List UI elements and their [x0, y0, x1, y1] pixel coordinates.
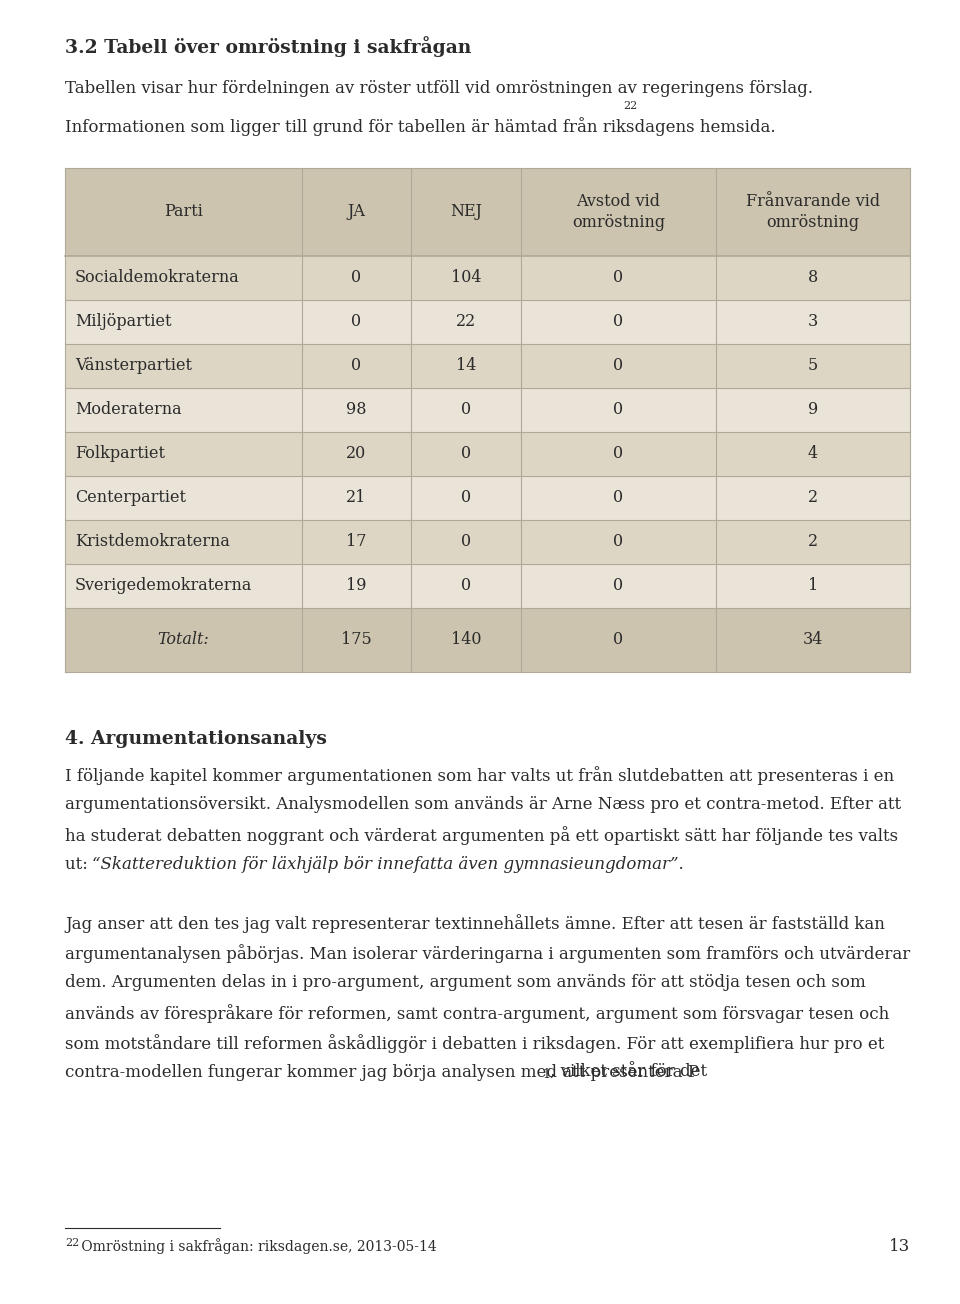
Text: Folkpartiet: Folkpartiet	[75, 446, 165, 463]
Text: Jag anser att den tes jag valt representerar textinnehållets ämne. Efter att tes: Jag anser att den tes jag valt represent…	[65, 914, 885, 932]
Text: 0: 0	[351, 270, 362, 287]
Text: Centerpartiet: Centerpartiet	[75, 489, 186, 506]
Text: 0: 0	[462, 446, 471, 463]
Text: argumentationsöversikt. Analysmodellen som används är Arne Næss pro et contra-me: argumentationsöversikt. Analysmodellen s…	[65, 795, 901, 812]
Text: Miljöpartiet: Miljöpartiet	[75, 313, 172, 330]
Text: ut:: ut:	[65, 855, 93, 872]
Text: 0: 0	[462, 489, 471, 506]
Text: ha studerat debatten noggrant och värderat argumenten på ett opartiskt sätt har : ha studerat debatten noggrant och värder…	[65, 825, 899, 845]
Text: 22: 22	[623, 100, 637, 111]
Text: 13: 13	[889, 1237, 910, 1254]
Text: 5: 5	[807, 357, 818, 374]
Text: 22: 22	[456, 313, 476, 330]
Text: 2: 2	[807, 533, 818, 550]
Text: NEJ: NEJ	[450, 203, 482, 220]
Text: 140: 140	[451, 631, 482, 648]
Bar	[65, 389, 910, 432]
Text: 0: 0	[613, 357, 624, 374]
Text: 0: 0	[613, 489, 624, 506]
Text: Vänsterpartiet: Vänsterpartiet	[75, 357, 192, 374]
Text: contra-modellen fungerar kommer jag börja analysen med att presentera P: contra-modellen fungerar kommer jag börj…	[65, 1064, 699, 1081]
Text: dem. Argumenten delas in i pro-argument, argument som används för att stödja tes: dem. Argumenten delas in i pro-argument,…	[65, 974, 866, 991]
Bar	[65, 432, 910, 476]
Text: 34: 34	[803, 631, 823, 648]
Text: Moderaterna: Moderaterna	[75, 402, 181, 419]
Text: JA: JA	[348, 203, 366, 220]
Text: Tabellen visar hur fördelningen av röster utföll vid omröstningen av regeringens: Tabellen visar hur fördelningen av röste…	[65, 80, 813, 96]
Text: 175: 175	[341, 631, 372, 648]
Text: 0: 0	[613, 578, 624, 595]
Text: 4: 4	[807, 446, 818, 463]
Bar	[65, 344, 910, 389]
Bar	[65, 476, 910, 520]
Text: 14: 14	[456, 357, 476, 374]
Text: 0: 0	[351, 313, 362, 330]
Text: 3: 3	[807, 313, 818, 330]
Text: 0: 0	[613, 533, 624, 550]
Text: 0: 0	[351, 357, 362, 374]
Text: 2: 2	[807, 489, 818, 506]
Bar	[65, 565, 910, 608]
Text: Frånvarande vid
omröstning: Frånvarande vid omröstning	[746, 193, 880, 231]
Text: 20: 20	[347, 446, 367, 463]
Bar	[65, 168, 910, 256]
Text: 3.2 Tabell över omröstning i sakfrågan: 3.2 Tabell över omröstning i sakfrågan	[65, 37, 471, 57]
Text: 8: 8	[807, 270, 818, 287]
Text: 0: 0	[613, 270, 624, 287]
Text: Parti: Parti	[164, 203, 203, 220]
Text: 0: 0	[613, 402, 624, 419]
Text: 4. Argumentationsanalys: 4. Argumentationsanalys	[65, 730, 326, 748]
Text: 0: 0	[613, 313, 624, 330]
Text: Sverigedemokraterna: Sverigedemokraterna	[75, 578, 252, 595]
Text: 21: 21	[347, 489, 367, 506]
Text: 0: 0	[462, 578, 471, 595]
Text: som motståndare till reformen åskådliggör i debatten i riksdagen. För att exempl: som motståndare till reformen åskådliggö…	[65, 1034, 884, 1052]
Text: 0: 0	[462, 402, 471, 419]
Text: 0: 0	[613, 446, 624, 463]
Text: Informationen som ligger till grund för tabellen är hämtad från riksdagens hemsi: Informationen som ligger till grund för …	[65, 117, 776, 136]
Text: 104: 104	[451, 270, 482, 287]
Text: “Skattereduktion för läxhjälp bör innefatta även gymnasieungdomar”.: “Skattereduktion för läxhjälp bör innefa…	[92, 855, 684, 872]
Text: I följande kapitel kommer argumentationen som har valts ut från slutdebatten att: I följande kapitel kommer argumentatione…	[65, 765, 894, 785]
Text: 9: 9	[807, 402, 818, 419]
Text: 1: 1	[542, 1068, 550, 1081]
Text: Kristdemokraterna: Kristdemokraterna	[75, 533, 229, 550]
Text: 17: 17	[347, 533, 367, 550]
Text: Socialdemokraterna: Socialdemokraterna	[75, 270, 240, 287]
Text: Totalt:: Totalt:	[157, 631, 209, 648]
Text: Omröstning i sakfrågan: riksdagen.se, 2013-05-14: Omröstning i sakfrågan: riksdagen.se, 20…	[77, 1237, 437, 1254]
Bar	[65, 300, 910, 344]
Bar	[65, 520, 910, 565]
Text: används av förespråkare för reformen, samt contra-argument, argument som försvag: används av förespråkare för reformen, sa…	[65, 1004, 889, 1022]
Text: 22: 22	[65, 1237, 80, 1248]
Text: , vilket står för det: , vilket står för det	[550, 1064, 708, 1081]
Bar	[65, 608, 910, 672]
Text: 1: 1	[807, 578, 818, 595]
Text: 0: 0	[462, 533, 471, 550]
Text: 0: 0	[613, 631, 624, 648]
Text: 98: 98	[347, 402, 367, 419]
Text: 19: 19	[347, 578, 367, 595]
Text: Avstod vid
omröstning: Avstod vid omröstning	[572, 193, 665, 231]
Bar	[65, 256, 910, 300]
Text: argumentanalysen påbörjas. Man isolerar värderingarna i argumenten som framförs : argumentanalysen påbörjas. Man isolerar …	[65, 944, 910, 962]
